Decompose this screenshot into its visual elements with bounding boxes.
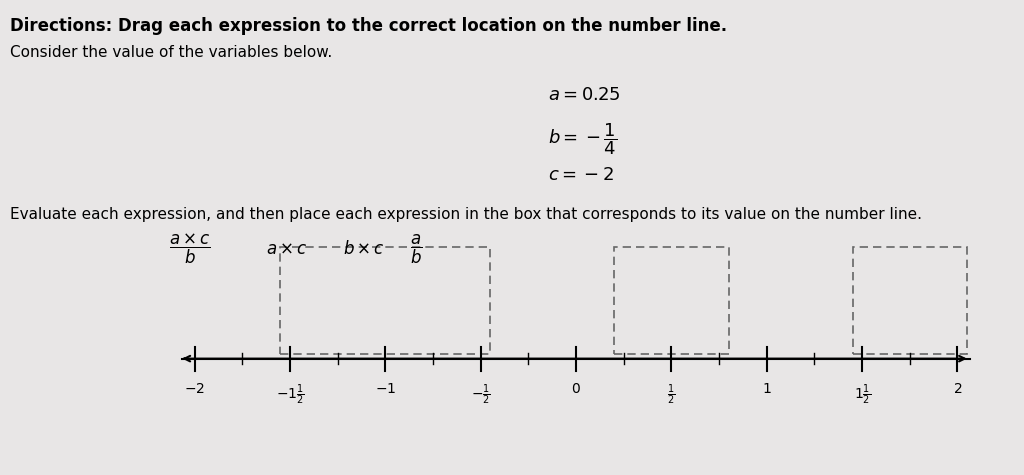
Text: $1\frac{1}{2}$: $1\frac{1}{2}$: [854, 382, 870, 407]
Text: Directions: Drag each expression to the correct location on the number line.: Directions: Drag each expression to the …: [10, 17, 727, 35]
Text: $b = -\dfrac{1}{4}$: $b = -\dfrac{1}{4}$: [548, 121, 616, 157]
Text: $-2$: $-2$: [184, 382, 205, 396]
Bar: [614, 247, 729, 354]
Text: $\dfrac{a}{b}$: $\dfrac{a}{b}$: [410, 233, 422, 266]
Text: $\dfrac{a \times c}{b}$: $\dfrac{a \times c}{b}$: [169, 232, 211, 266]
Text: $1$: $1$: [762, 382, 771, 396]
Text: $-1$: $-1$: [375, 382, 396, 396]
Text: $a \times c$: $a \times c$: [266, 240, 308, 258]
Text: $b \times c$: $b \times c$: [343, 240, 385, 258]
Text: $2$: $2$: [952, 382, 963, 396]
Bar: [853, 247, 967, 354]
Text: $\frac{1}{2}$: $\frac{1}{2}$: [668, 382, 676, 407]
Text: $-1\frac{1}{2}$: $-1\frac{1}{2}$: [275, 382, 304, 407]
Bar: [281, 247, 490, 354]
Text: Consider the value of the variables below.: Consider the value of the variables belo…: [10, 45, 333, 60]
Text: $c = -2$: $c = -2$: [548, 166, 613, 184]
Text: $a = 0.25$: $a = 0.25$: [548, 86, 621, 104]
Text: Evaluate each expression, and then place each expression in the box that corresp: Evaluate each expression, and then place…: [10, 207, 923, 222]
Text: $0$: $0$: [571, 382, 581, 396]
Text: $-\frac{1}{2}$: $-\frac{1}{2}$: [471, 382, 490, 407]
